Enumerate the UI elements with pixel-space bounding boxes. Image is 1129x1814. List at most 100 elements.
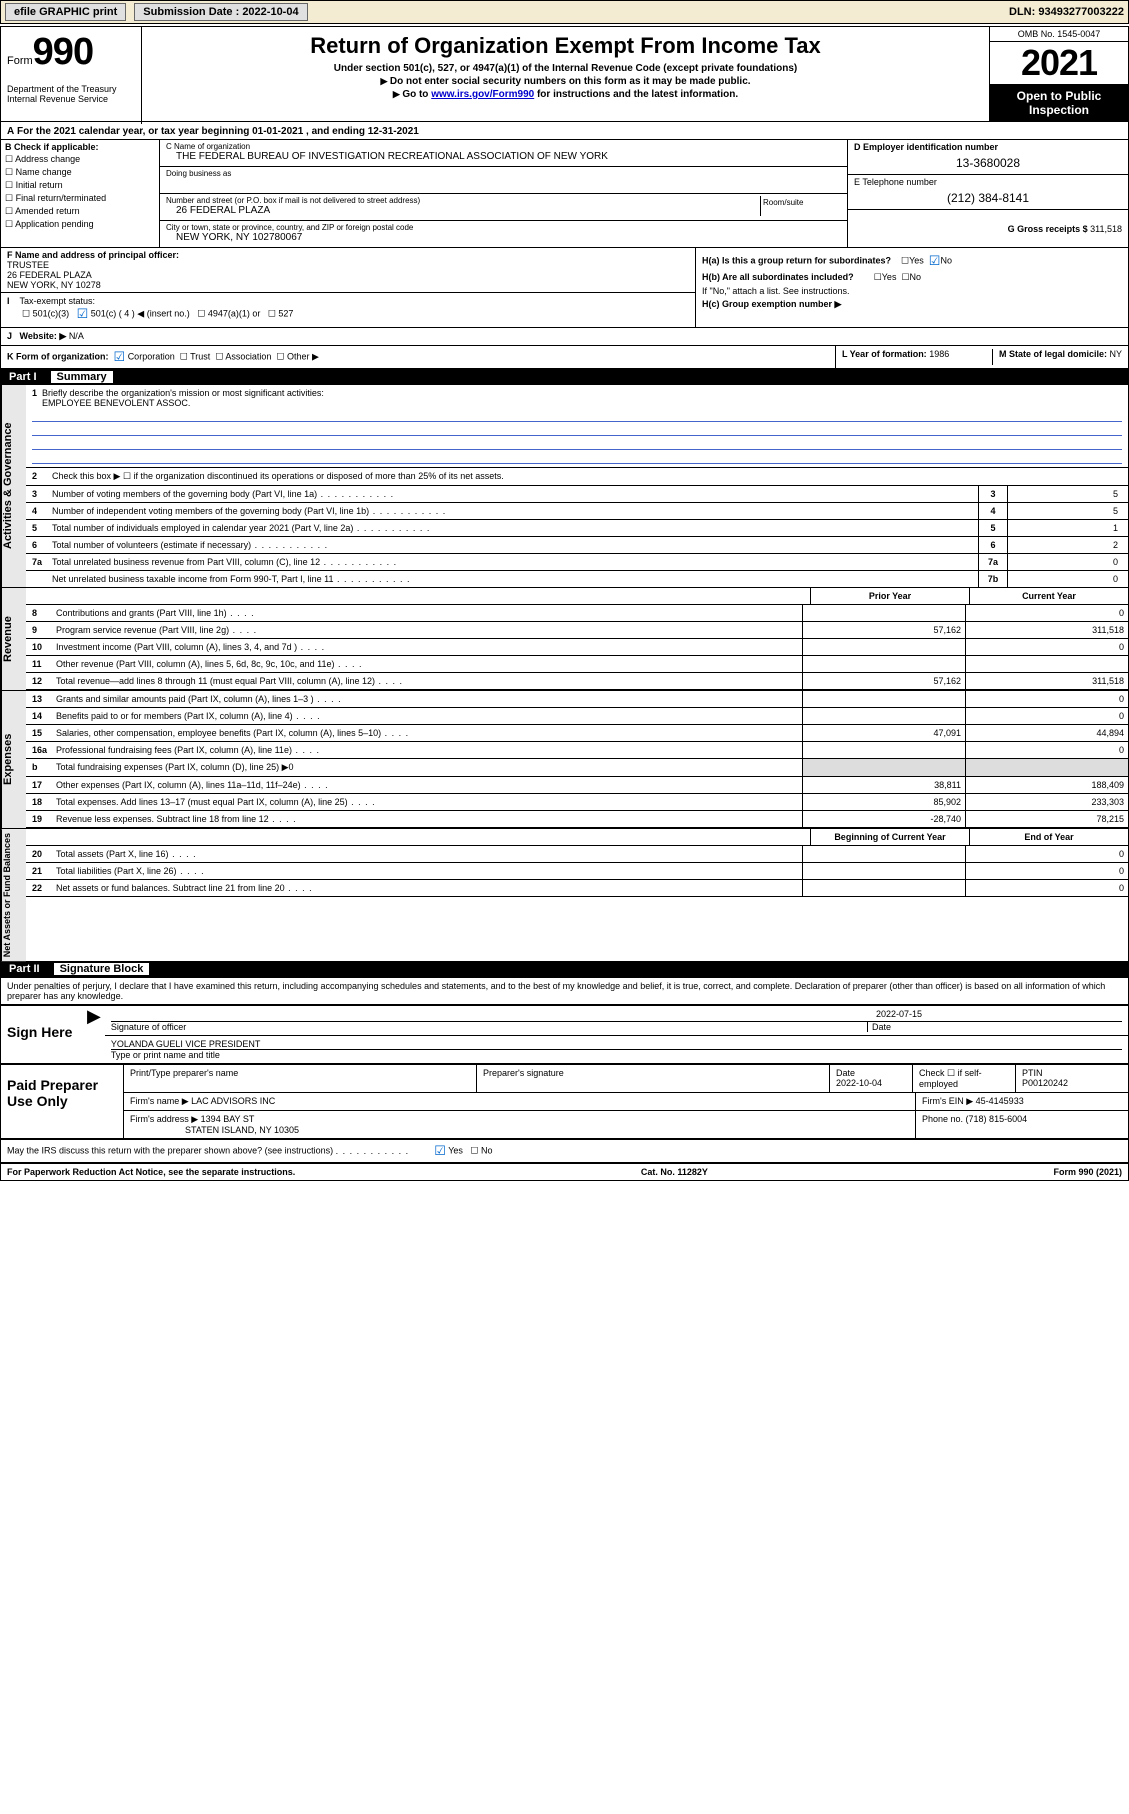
- firm-name-value: LAC ADVISORS INC: [191, 1096, 275, 1106]
- q2-text: Check this box ▶ ☐ if the organization d…: [52, 471, 1122, 482]
- cb-association[interactable]: Association: [225, 351, 271, 361]
- cb-corporation[interactable]: Corporation: [128, 351, 175, 361]
- dept-row: Department of the Treasury Internal Reve…: [1, 82, 1128, 124]
- hb-line: H(b) Are all subordinates included? ☐Yes…: [702, 272, 1122, 283]
- firm-name-label: Firm's name ▶: [130, 1096, 189, 1106]
- exp-line-13: 13Grants and similar amounts paid (Part …: [26, 691, 1128, 708]
- part1-header: Part I Summary: [1, 369, 1128, 385]
- exp-line-19: 19Revenue less expenses. Subtract line 1…: [26, 811, 1128, 828]
- exp-line-16a: 16aProfessional fundraising fees (Part I…: [26, 742, 1128, 759]
- line-2: 2Check this box ▶ ☐ if the organization …: [26, 467, 1128, 486]
- tax-year: 2021: [990, 42, 1128, 85]
- firm-ein-label: Firm's EIN ▶: [922, 1096, 973, 1106]
- cb-501c3[interactable]: 501(c)(3): [33, 308, 70, 318]
- footer-row: For Paperwork Reduction Act Notice, see …: [1, 1164, 1128, 1180]
- rev-line-8: 8Contributions and grants (Part VIII, li…: [26, 605, 1128, 622]
- cb-trust[interactable]: Trust: [190, 351, 210, 361]
- ein-label: D Employer identification number: [854, 142, 1122, 152]
- discuss-no[interactable]: No: [481, 1146, 493, 1156]
- city-value: NEW YORK, NY 102780067: [166, 232, 841, 243]
- q1-label: Briefly describe the organization's miss…: [42, 388, 324, 398]
- net-line-21: 21Total liabilities (Part X, line 26)0: [26, 863, 1128, 880]
- sig-name-value: YOLANDA GUELI VICE PRESIDENT: [111, 1039, 1122, 1049]
- website-value: N/A: [69, 331, 84, 341]
- rev-line-9: 9Program service revenue (Part VIII, lin…: [26, 622, 1128, 639]
- beginning-year-header: Beginning of Current Year: [810, 829, 969, 845]
- gov-line-5: 5Total number of individuals employed in…: [26, 520, 1128, 537]
- omb-number: OMB No. 1545-0047: [990, 27, 1128, 42]
- prep-name-label: Print/Type preparer's name: [124, 1065, 477, 1092]
- tax-exempt-label: Tax-exempt status:: [20, 296, 96, 306]
- city-label: City or town, state or province, country…: [166, 223, 841, 232]
- col-f-officer: F Name and address of principal officer:…: [1, 248, 695, 327]
- gov-line-7a: 7aTotal unrelated business revenue from …: [26, 554, 1128, 571]
- vtab-revenue: Revenue: [1, 588, 26, 690]
- sig-date-value: 2022-07-15: [111, 1009, 1122, 1021]
- line-1-mission: 1 Briefly describe the organization's mi…: [26, 385, 1128, 467]
- hb-label: H(b) Are all subordinates included?: [702, 272, 854, 282]
- sig-officer-label: Signature of officer: [111, 1022, 867, 1032]
- sign-arrow-icon: ▶: [83, 1006, 105, 1063]
- gov-line-7b: Net unrelated business taxable income fr…: [26, 571, 1128, 587]
- part1-revenue: Revenue Prior Year Current Year 8Contrib…: [1, 587, 1128, 690]
- discuss-yes[interactable]: Yes: [448, 1146, 463, 1156]
- org-name-label: C Name of organization: [166, 142, 841, 151]
- paid-preparer-label: Paid Preparer Use Only: [1, 1065, 123, 1138]
- cb-amended-return[interactable]: Amended return: [5, 206, 155, 217]
- col-d-ein-phone: D Employer identification number 13-3680…: [847, 140, 1128, 247]
- sig-name-label: Type or print name and title: [111, 1049, 1122, 1060]
- cb-initial-return[interactable]: Initial return: [5, 180, 155, 191]
- ptin-value: P00120242: [1022, 1078, 1068, 1088]
- submission-date-button[interactable]: Submission Date : 2022-10-04: [134, 3, 307, 21]
- vtab-netassets: Net Assets or Fund Balances: [1, 829, 26, 961]
- col-h-group: H(a) Is this a group return for subordin…: [695, 248, 1128, 327]
- dba-label: Doing business as: [166, 169, 841, 178]
- dln-label: DLN: 93493277003222: [1009, 6, 1124, 18]
- ha-yes[interactable]: Yes: [909, 255, 924, 265]
- discuss-yes-checked-icon: ☑: [434, 1143, 446, 1158]
- part1-netassets: Net Assets or Fund Balances Beginning of…: [1, 828, 1128, 961]
- phone-value: (212) 384-8141: [854, 187, 1122, 205]
- footer-right: Form 990 (2021): [1053, 1167, 1122, 1177]
- sign-here-row: Sign Here ▶ 2022-07-15 Signature of offi…: [1, 1004, 1128, 1065]
- discuss-row: May the IRS discuss this return with the…: [1, 1140, 1128, 1164]
- net-line-22: 22Net assets or fund balances. Subtract …: [26, 880, 1128, 897]
- ha-no-checked-icon: ☑: [929, 253, 941, 268]
- cb-501c[interactable]: 501(c) ( 4 ) ◀ (insert no.): [91, 308, 190, 318]
- prep-self-employed[interactable]: Check ☐ if self-employed: [913, 1065, 1016, 1092]
- phone-label: E Telephone number: [854, 177, 1122, 187]
- part1-title: Summary: [51, 371, 113, 383]
- cb-address-change[interactable]: Address change: [5, 154, 155, 165]
- current-year-header: Current Year: [969, 588, 1128, 604]
- cb-527[interactable]: 527: [278, 308, 293, 318]
- b-title: B Check if applicable:: [5, 142, 155, 152]
- cb-501c-checked-icon: ☑: [77, 306, 89, 321]
- firm-ein-value: 45-4145933: [976, 1096, 1024, 1106]
- cb-4947a1[interactable]: 4947(a)(1) or: [208, 308, 261, 318]
- f-label: F Name and address of principal officer:: [7, 250, 689, 260]
- firm-phone-value: (718) 815-6004: [966, 1114, 1028, 1124]
- part1-expenses: Expenses 13Grants and similar amounts pa…: [1, 690, 1128, 828]
- room-label: Room/suite: [761, 196, 841, 209]
- dba-value: [166, 178, 841, 189]
- rev-line-10: 10Investment income (Part VIII, column (…: [26, 639, 1128, 656]
- m-value: NY: [1109, 349, 1122, 359]
- prep-sig-label: Preparer's signature: [477, 1065, 830, 1092]
- cb-other[interactable]: Other ▶: [287, 351, 319, 361]
- vtab-expenses: Expenses: [1, 691, 26, 828]
- cb-name-change[interactable]: Name change: [5, 167, 155, 178]
- gross-receipts-field: G Gross receipts $ 311,518: [848, 210, 1128, 238]
- cb-application-pending[interactable]: Application pending: [5, 219, 155, 230]
- efile-print-button[interactable]: efile GRAPHIC print: [5, 3, 126, 21]
- ha-label: H(a) Is this a group return for subordin…: [702, 255, 891, 265]
- part1-number: Part I: [9, 371, 37, 383]
- firm-addr-label: Firm's address ▶: [130, 1114, 198, 1124]
- k-label: K Form of organization:: [7, 351, 109, 361]
- gross-label: G Gross receipts $: [1008, 224, 1091, 234]
- city-field: City or town, state or province, country…: [160, 221, 847, 247]
- cb-final-return[interactable]: Final return/terminated: [5, 193, 155, 204]
- ha-no[interactable]: No: [940, 255, 952, 265]
- l-value: 1986: [929, 349, 949, 359]
- gov-line-6: 6Total number of volunteers (estimate if…: [26, 537, 1128, 554]
- org-name-value: THE FEDERAL BUREAU OF INVESTIGATION RECR…: [166, 151, 841, 162]
